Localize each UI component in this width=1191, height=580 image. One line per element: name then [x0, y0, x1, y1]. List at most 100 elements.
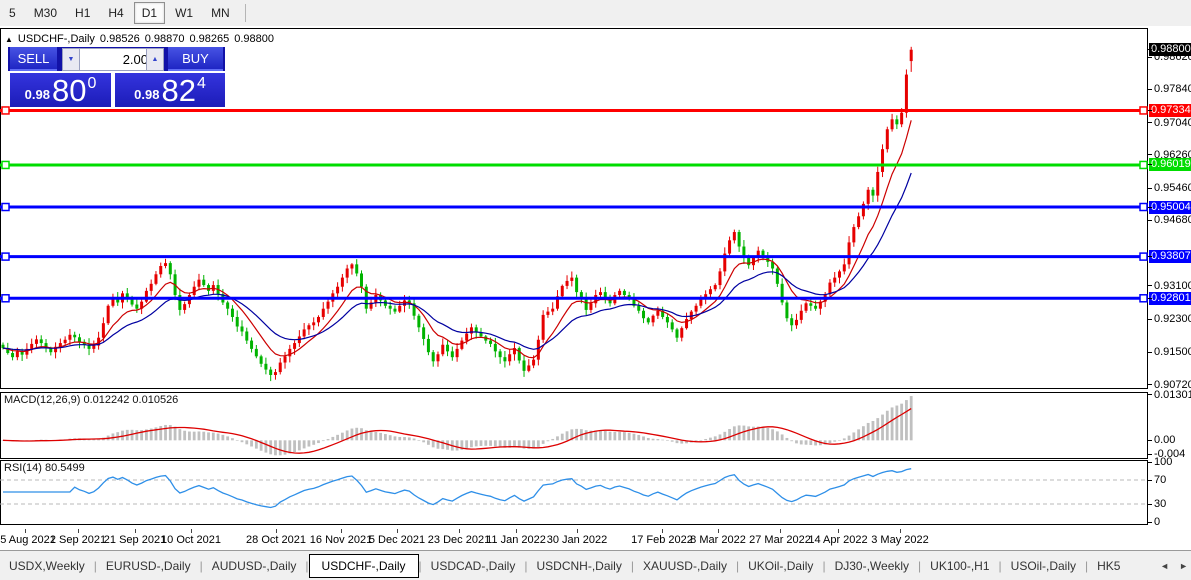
date-tick-mark [341, 529, 342, 533]
price-tick-label: 0.97040 [1154, 116, 1191, 129]
symbol-tab-usdchf-[interactable]: USDCHF-,Daily [308, 553, 419, 578]
axis-tick-mark [1148, 318, 1152, 320]
tab-scroll-left-icon[interactable]: ◄ [1160, 560, 1170, 571]
price-tick-label: 0.96260 [1154, 148, 1191, 161]
rsi-axis-label: 30 [1154, 498, 1167, 510]
chart-symbol-label: USDCHF-,Daily [17, 33, 95, 45]
price-chart-svg[interactable] [0, 26, 1148, 550]
axis-tick-mark [1148, 453, 1152, 455]
axis-tick-mark [1148, 109, 1152, 111]
tab-separator: | [305, 558, 309, 573]
timeframe-button-h1[interactable]: H1 [75, 6, 91, 20]
timeframe-button-m30[interactable]: M30 [33, 6, 58, 20]
date-tick-label: 23 Dec 2021 [427, 534, 491, 546]
symbol-tab-xauusd-[interactable]: XAUUSD-,Daily [642, 558, 727, 573]
hline-handle [1, 202, 10, 212]
symbol-tab-audusd-[interactable]: AUDUSD-,Daily [211, 558, 297, 573]
ma-fast-line [2, 120, 912, 359]
tab-separator: | [918, 558, 922, 573]
date-tick-label: 8 Mar 2022 [690, 534, 746, 546]
sell-price-box[interactable]: 0.98 80 0 [10, 73, 111, 107]
sell-price-sup: 0 [87, 75, 97, 92]
tab-scroll-arrows: ◄ ► [1154, 551, 1188, 580]
symbol-tab-uk100-[interactable]: UK100-,H1 [930, 558, 990, 573]
date-tick-mark [459, 529, 460, 533]
price-tick-label: 0.91500 [1154, 346, 1191, 359]
timeframe-button-w1[interactable]: W1 [175, 6, 194, 20]
one-click-trade-panel: SELL ▼ ▲ BUY 0.98 80 0 0.98 82 4 [8, 47, 225, 108]
symbol-tab-hk5[interactable]: HK5 [1097, 558, 1121, 573]
axis-tick-mark [1148, 56, 1152, 58]
price-tick-label: 0.95460 [1154, 182, 1191, 195]
axis-tick-mark [1148, 479, 1152, 481]
sell-button[interactable]: SELL [10, 47, 57, 71]
ma-slow-line [2, 172, 912, 351]
rsi-pane-label: RSI(14) 80.5499 [4, 462, 85, 474]
timeframe-toolbar: 5 M30 H1 H4 D1 W1 MN [0, 0, 1191, 27]
tab-separator: | [524, 558, 528, 573]
macd-signal-line [2, 408, 912, 454]
axis-tick-mark [1148, 503, 1152, 505]
sell-price-big: 80 [51, 73, 87, 108]
buy-price-big: 82 [161, 73, 196, 108]
timeframe-button-mn[interactable]: MN [211, 6, 230, 20]
symbol-tab-eurusd-[interactable]: EURUSD-,Daily [105, 558, 191, 573]
symbol-tab-usdcad-[interactable]: USDCAD-,Daily [430, 558, 516, 573]
macd-axis-label: -0.004 [1154, 448, 1186, 461]
volume-input[interactable] [79, 48, 155, 71]
date-tick-label: 16 Nov 2021 [309, 534, 373, 546]
date-tick-mark [135, 529, 136, 533]
buy-button[interactable]: BUY [168, 47, 223, 71]
hline-price-badge: 0.92801 [1149, 291, 1191, 305]
hline-price-badge: 0.93807 [1149, 250, 1191, 264]
date-tick-mark [25, 529, 26, 533]
collapse-chart-icon[interactable]: ▲ [5, 34, 13, 44]
tab-separator: | [93, 558, 97, 573]
timeframe-button-d1[interactable]: D1 [133, 2, 166, 24]
symbol-tab-usdcnh-[interactable]: USDCNH-,Daily [536, 558, 622, 573]
toolbar-separator [244, 4, 246, 22]
buy-price-small: 0.98 [134, 87, 160, 102]
macd-axis-label: 0.013015 [1154, 388, 1191, 401]
chart-area: ▲ USDCHF-,Daily 0.98526 0.98870 0.98265 … [0, 26, 1191, 550]
symbol-tab-usdx[interactable]: USDX,Weekly [9, 558, 85, 573]
axis-tick-mark [1148, 351, 1152, 353]
price-tick-label: 0.90720 [1154, 378, 1191, 391]
tab-scroll-right-icon[interactable]: ► [1179, 560, 1188, 571]
symbol-tab-ukoil-[interactable]: UKOil-,Daily [748, 558, 814, 573]
axis-tick-mark [1148, 297, 1152, 299]
tab-separator: | [998, 558, 1002, 573]
date-tick-mark [397, 529, 398, 533]
axis-tick-mark [1148, 154, 1152, 156]
date-tick-mark [78, 529, 79, 533]
timeframe-button-5[interactable]: 5 [9, 6, 16, 20]
buy-price-sup: 4 [196, 75, 206, 92]
date-tick-mark [191, 529, 192, 533]
date-tick-label: 10 Oct 2021 [161, 534, 221, 546]
tab-separator: | [199, 558, 203, 573]
rsi-pane-border [0, 460, 1148, 525]
rsi-axis-label: 100 [1154, 456, 1173, 468]
date-tick-label: 11 Jan 2022 [486, 534, 546, 546]
axis-tick-mark [1148, 256, 1152, 258]
price-axis[interactable]: 0.98620 0.97840 0.97040 0.96260 0.95460 0.946… [1148, 26, 1191, 550]
date-tick-label: 2 Sep 2021 [49, 534, 107, 546]
volume-increase-button[interactable]: ▲ [146, 48, 164, 71]
hline-price-badge: 0.95004 [1149, 200, 1191, 214]
hline-price-badge: 0.96019 [1149, 158, 1191, 172]
date-tick-label: 15 Aug 2021 [0, 534, 56, 546]
date-tick-mark [900, 529, 901, 533]
price-tick-label: 0.92300 [1154, 313, 1191, 326]
last-price-badge: 0.98800 [1149, 43, 1191, 57]
symbol-tab-dj30-[interactable]: DJ30-,Weekly [834, 558, 910, 573]
macd-axis-label: 0.00 [1154, 434, 1176, 447]
date-tick-mark [577, 529, 578, 533]
axis-tick-mark [1148, 49, 1152, 51]
buy-price-box[interactable]: 0.98 82 4 [115, 73, 225, 107]
hline-price-badge: 0.97334 [1149, 103, 1191, 117]
volume-decrease-button[interactable]: ▼ [62, 48, 80, 71]
timeframe-button-h4[interactable]: H4 [108, 6, 124, 20]
symbol-tab-usoil-[interactable]: USOil-,Daily [1010, 558, 1076, 573]
axis-tick-mark [1148, 206, 1152, 208]
date-tick-label: 27 Mar 2022 [749, 534, 811, 546]
